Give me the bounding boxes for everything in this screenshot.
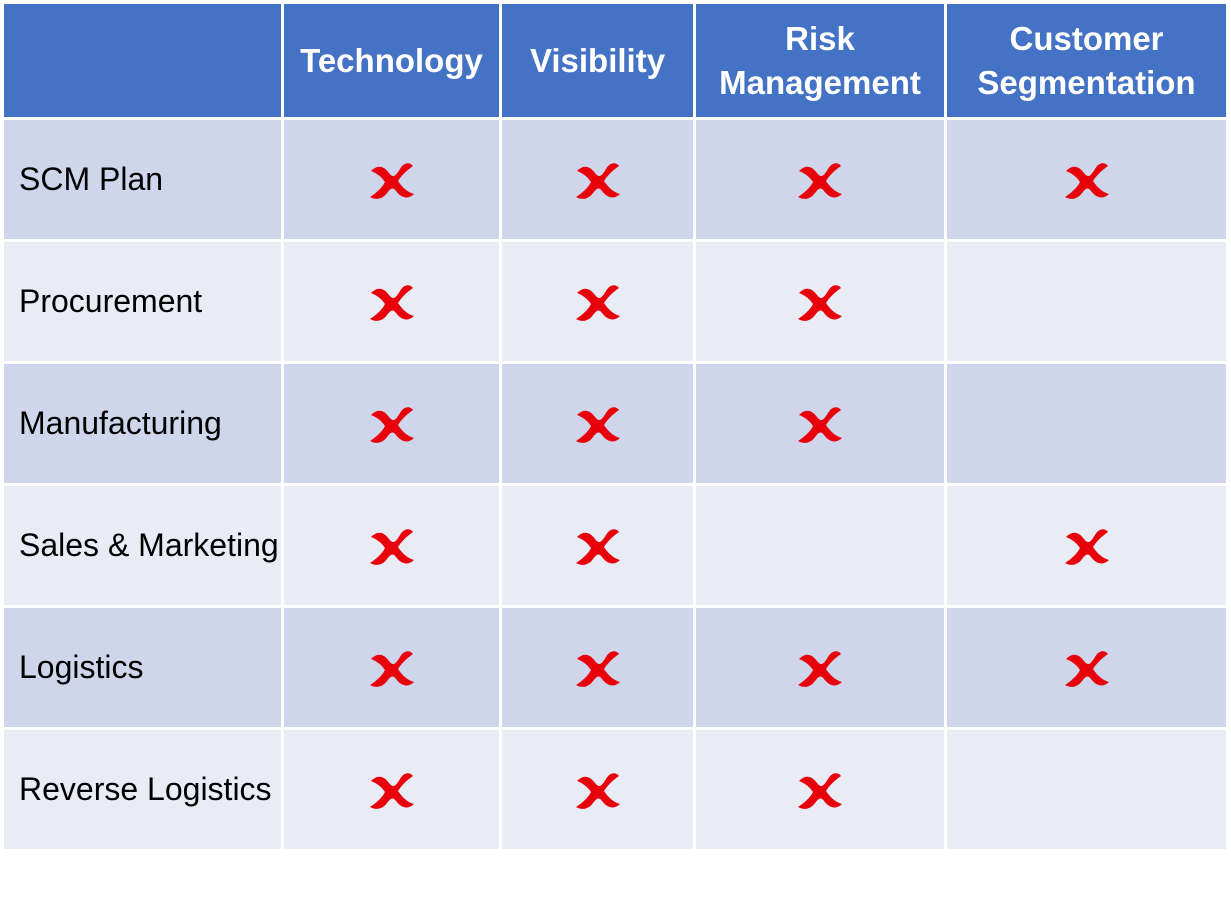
red-x-mark-icon: [575, 647, 621, 689]
red-x-mark-icon: [797, 769, 843, 811]
cell-procurement-customer-segmentation: [944, 239, 1229, 364]
cell-manufacturing-technology: [281, 361, 502, 486]
table-row: Procurement: [1, 239, 1229, 364]
table-row: Manufacturing: [1, 361, 1229, 486]
table-row: Reverse Logistics: [1, 727, 1229, 852]
cell-procurement-risk-management: [693, 239, 947, 364]
red-x-mark-icon: [575, 525, 621, 567]
cell-procurement-visibility: [499, 239, 696, 364]
capability-matrix: Technology Visibility Risk Management Cu…: [1, 1, 1229, 852]
red-x-mark-icon: [797, 403, 843, 445]
cell-sales-and-marketing-customer-segmentation: [944, 483, 1229, 608]
red-x-mark-icon: [575, 159, 621, 201]
column-header-technology: Technology: [281, 1, 502, 120]
cell-scm-plan-technology: [281, 117, 502, 242]
cell-scm-plan-customer-segmentation: [944, 117, 1229, 242]
row-label-procurement: Procurement: [1, 239, 284, 364]
row-label-manufacturing: Manufacturing: [1, 361, 284, 486]
red-x-mark-icon: [575, 769, 621, 811]
cell-logistics-visibility: [499, 605, 696, 730]
cell-reverse-logistics-risk-management: [693, 727, 947, 852]
red-x-mark-icon: [797, 159, 843, 201]
cell-manufacturing-risk-management: [693, 361, 947, 486]
red-x-mark-icon: [369, 647, 415, 689]
row-label-sales-and-marketing: Sales & Marketing: [1, 483, 284, 608]
cell-sales-and-marketing-visibility: [499, 483, 696, 608]
red-x-mark-icon: [369, 769, 415, 811]
table-row: SCM Plan: [1, 117, 1229, 242]
cell-reverse-logistics-customer-segmentation: [944, 727, 1229, 852]
red-x-mark-icon: [369, 525, 415, 567]
cell-reverse-logistics-visibility: [499, 727, 696, 852]
column-header-visibility: Visibility: [499, 1, 696, 120]
red-x-mark-icon: [575, 281, 621, 323]
corner-cell: [1, 1, 284, 120]
cell-sales-and-marketing-risk-management: [693, 483, 947, 608]
cell-logistics-customer-segmentation: [944, 605, 1229, 730]
table-row: Logistics: [1, 605, 1229, 730]
row-label-reverse-logistics: Reverse Logistics: [1, 727, 284, 852]
cell-manufacturing-visibility: [499, 361, 696, 486]
row-label-logistics: Logistics: [1, 605, 284, 730]
red-x-mark-icon: [1064, 525, 1110, 567]
cell-scm-plan-risk-management: [693, 117, 947, 242]
cell-scm-plan-visibility: [499, 117, 696, 242]
red-x-mark-icon: [575, 403, 621, 445]
cell-reverse-logistics-technology: [281, 727, 502, 852]
red-x-mark-icon: [369, 159, 415, 201]
cell-procurement-technology: [281, 239, 502, 364]
red-x-mark-icon: [1064, 159, 1110, 201]
red-x-mark-icon: [797, 647, 843, 689]
red-x-mark-icon: [369, 403, 415, 445]
red-x-mark-icon: [369, 281, 415, 323]
column-header-customer-segmentation: Customer Segmentation: [944, 1, 1229, 120]
red-x-mark-icon: [1064, 647, 1110, 689]
cell-manufacturing-customer-segmentation: [944, 361, 1229, 486]
header-row: Technology Visibility Risk Management Cu…: [1, 1, 1229, 120]
row-label-scm-plan: SCM Plan: [1, 117, 284, 242]
table-row: Sales & Marketing: [1, 483, 1229, 608]
cell-sales-and-marketing-technology: [281, 483, 502, 608]
cell-logistics-risk-management: [693, 605, 947, 730]
column-header-risk-management: Risk Management: [693, 1, 947, 120]
cell-logistics-technology: [281, 605, 502, 730]
red-x-mark-icon: [797, 281, 843, 323]
